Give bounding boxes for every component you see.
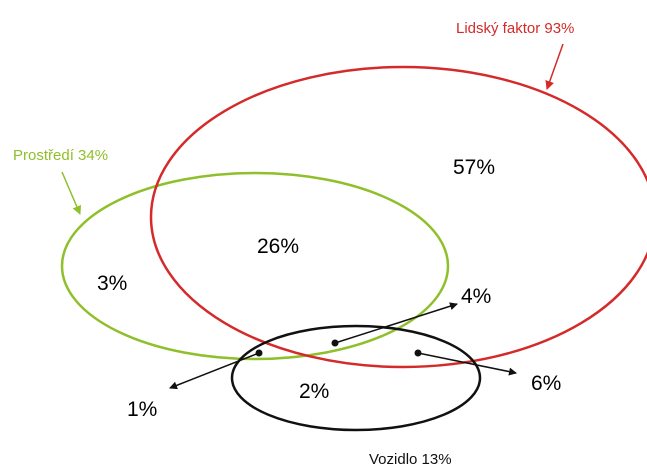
environment-vehicle-value: 4% — [461, 285, 491, 308]
human-environment-value: 26% — [257, 235, 299, 258]
human-factor-ellipse — [149, 65, 647, 369]
vehicle-environment-arrow — [169, 352, 260, 390]
vehicle-ellipse — [230, 324, 482, 432]
human-vehicle-value: 6% — [531, 372, 561, 395]
human-factor-label: Lidský faktor 93% — [456, 20, 574, 37]
vehicle-label: Vozidlo 13% — [369, 451, 452, 468]
human-factor-pointer — [545, 43, 564, 90]
human-only-value: 57% — [453, 156, 495, 179]
environment-ellipse — [60, 171, 450, 361]
environment-pointer — [61, 171, 81, 215]
environment-label: Prostředí 34% — [13, 147, 108, 164]
vehicle-environment-edge-value: 1% — [127, 398, 157, 421]
environment-only-value: 3% — [97, 272, 127, 295]
human-vehicle-arrow — [417, 352, 517, 376]
all-three-value: 2% — [299, 380, 329, 403]
environment-vehicle-arrow — [334, 302, 458, 344]
